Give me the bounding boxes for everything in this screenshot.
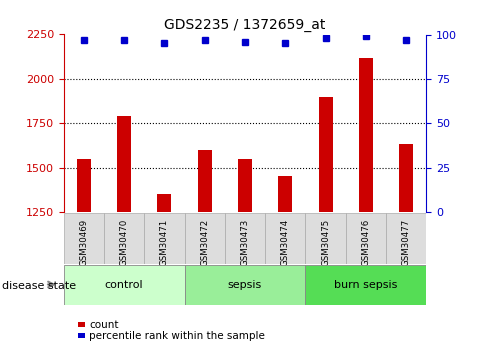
FancyBboxPatch shape: [104, 213, 144, 264]
Bar: [318, 97, 333, 212]
FancyBboxPatch shape: [305, 213, 346, 264]
Text: GSM30473: GSM30473: [241, 219, 249, 266]
FancyBboxPatch shape: [64, 213, 104, 264]
Bar: [399, 144, 413, 212]
FancyBboxPatch shape: [144, 213, 185, 264]
Text: GSM30476: GSM30476: [361, 219, 370, 266]
Text: count: count: [89, 320, 119, 330]
Text: disease state: disease state: [2, 281, 76, 290]
Text: burn sepsis: burn sepsis: [334, 280, 397, 290]
Bar: [197, 150, 212, 212]
Text: GSM30471: GSM30471: [160, 219, 169, 266]
FancyBboxPatch shape: [346, 213, 386, 264]
FancyBboxPatch shape: [386, 213, 426, 264]
FancyBboxPatch shape: [225, 213, 265, 264]
Text: GSM30474: GSM30474: [281, 219, 290, 266]
Text: control: control: [105, 280, 144, 290]
FancyBboxPatch shape: [265, 213, 305, 264]
FancyBboxPatch shape: [64, 265, 185, 305]
Bar: [117, 116, 131, 212]
Bar: [77, 159, 91, 212]
Text: GSM30472: GSM30472: [200, 219, 209, 266]
FancyBboxPatch shape: [185, 265, 305, 305]
Bar: [278, 176, 293, 212]
Text: GSM30475: GSM30475: [321, 219, 330, 266]
Text: GSM30470: GSM30470: [120, 219, 129, 266]
Text: GSM30469: GSM30469: [79, 219, 88, 266]
Bar: [238, 159, 252, 212]
Title: GDS2235 / 1372659_at: GDS2235 / 1372659_at: [164, 18, 326, 32]
Text: GSM30477: GSM30477: [402, 219, 411, 266]
Bar: [359, 58, 373, 212]
Text: percentile rank within the sample: percentile rank within the sample: [89, 331, 265, 341]
FancyBboxPatch shape: [185, 213, 225, 264]
FancyBboxPatch shape: [305, 265, 426, 305]
Text: sepsis: sepsis: [228, 280, 262, 290]
Bar: [157, 194, 171, 212]
